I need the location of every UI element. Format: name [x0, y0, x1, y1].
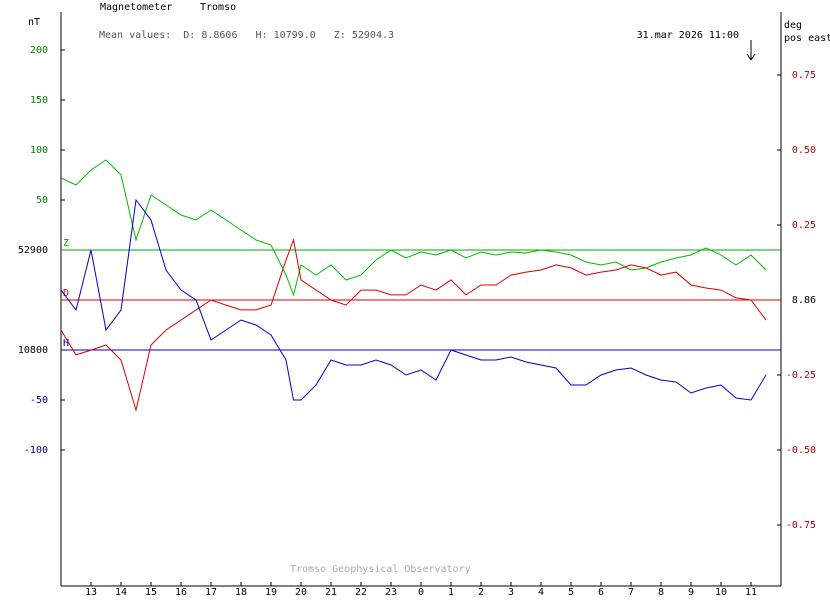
chart-title: Magnetometer	[100, 2, 172, 13]
y2-axis-sublabel: pos east	[784, 33, 830, 44]
y-tick-label: -50	[30, 395, 48, 406]
x-tick-label: 9	[688, 587, 694, 598]
y-tick-label: 150	[30, 95, 48, 106]
x-tick-label: 13	[85, 587, 97, 598]
y-axis-label: nT	[28, 17, 40, 28]
x-tick-label: 10	[715, 587, 727, 598]
y-tick-label: 200	[30, 45, 48, 56]
series-line	[60, 198, 767, 401]
series-line	[60, 238, 767, 413]
x-tick-label: 1	[448, 587, 454, 598]
x-tick-label: 22	[355, 587, 367, 598]
station: Tromso	[200, 2, 236, 13]
x-tick-label: 0	[418, 587, 424, 598]
y-tick-label: 50	[36, 195, 48, 206]
y2-tick-label: 0.75	[792, 70, 816, 81]
x-tick-label: 19	[265, 587, 277, 598]
y2-tick-label: -0.75	[786, 520, 816, 531]
x-tick-label: 11	[745, 587, 757, 598]
y2-tick-label: -0.50	[786, 445, 816, 456]
baseline-label: D	[63, 288, 69, 299]
x-tick-label: 15	[145, 587, 157, 598]
x-tick-label: 6	[598, 587, 604, 598]
x-tick-label: 16	[175, 587, 187, 598]
y-tick-label: 10800	[18, 345, 48, 356]
timestamp: 31.mar 2026 11:00	[637, 30, 739, 41]
y2-tick-label: -0.25	[786, 370, 816, 381]
x-tick-label: 18	[235, 587, 247, 598]
y2-tick-label: 8.86	[792, 295, 816, 306]
y2-tick-label: 0.50	[792, 145, 816, 156]
footer: Tromso Geophysical Observatory	[290, 564, 471, 575]
y-tick-label: 100	[30, 145, 48, 156]
arrow	[746, 40, 756, 61]
x-tick-label: 3	[508, 587, 514, 598]
x-tick-label: 7	[628, 587, 634, 598]
baseline-label: H	[63, 338, 69, 349]
x-tick-label: 8	[658, 587, 664, 598]
x-tick-label: 14	[115, 587, 127, 598]
x-tick-label: 23	[385, 587, 397, 598]
x-tick-label: 4	[538, 587, 544, 598]
x-tick-label: 17	[205, 587, 217, 598]
x-tick-label: 21	[325, 587, 337, 598]
y2-tick-label: 0.25	[792, 220, 816, 231]
y-tick-label: 52900	[18, 245, 48, 256]
y-tick-label: -100	[24, 445, 48, 456]
axes	[60, 12, 782, 587]
y2-axis-label: deg	[784, 20, 802, 31]
x-tick-label: 5	[568, 587, 574, 598]
x-tick-label: 20	[295, 587, 307, 598]
mean-values: Mean values: D: 8.8606 H: 10799.0 Z: 529…	[99, 30, 394, 41]
x-tick-label: 2	[478, 587, 484, 598]
baseline-label: Z	[63, 238, 69, 249]
